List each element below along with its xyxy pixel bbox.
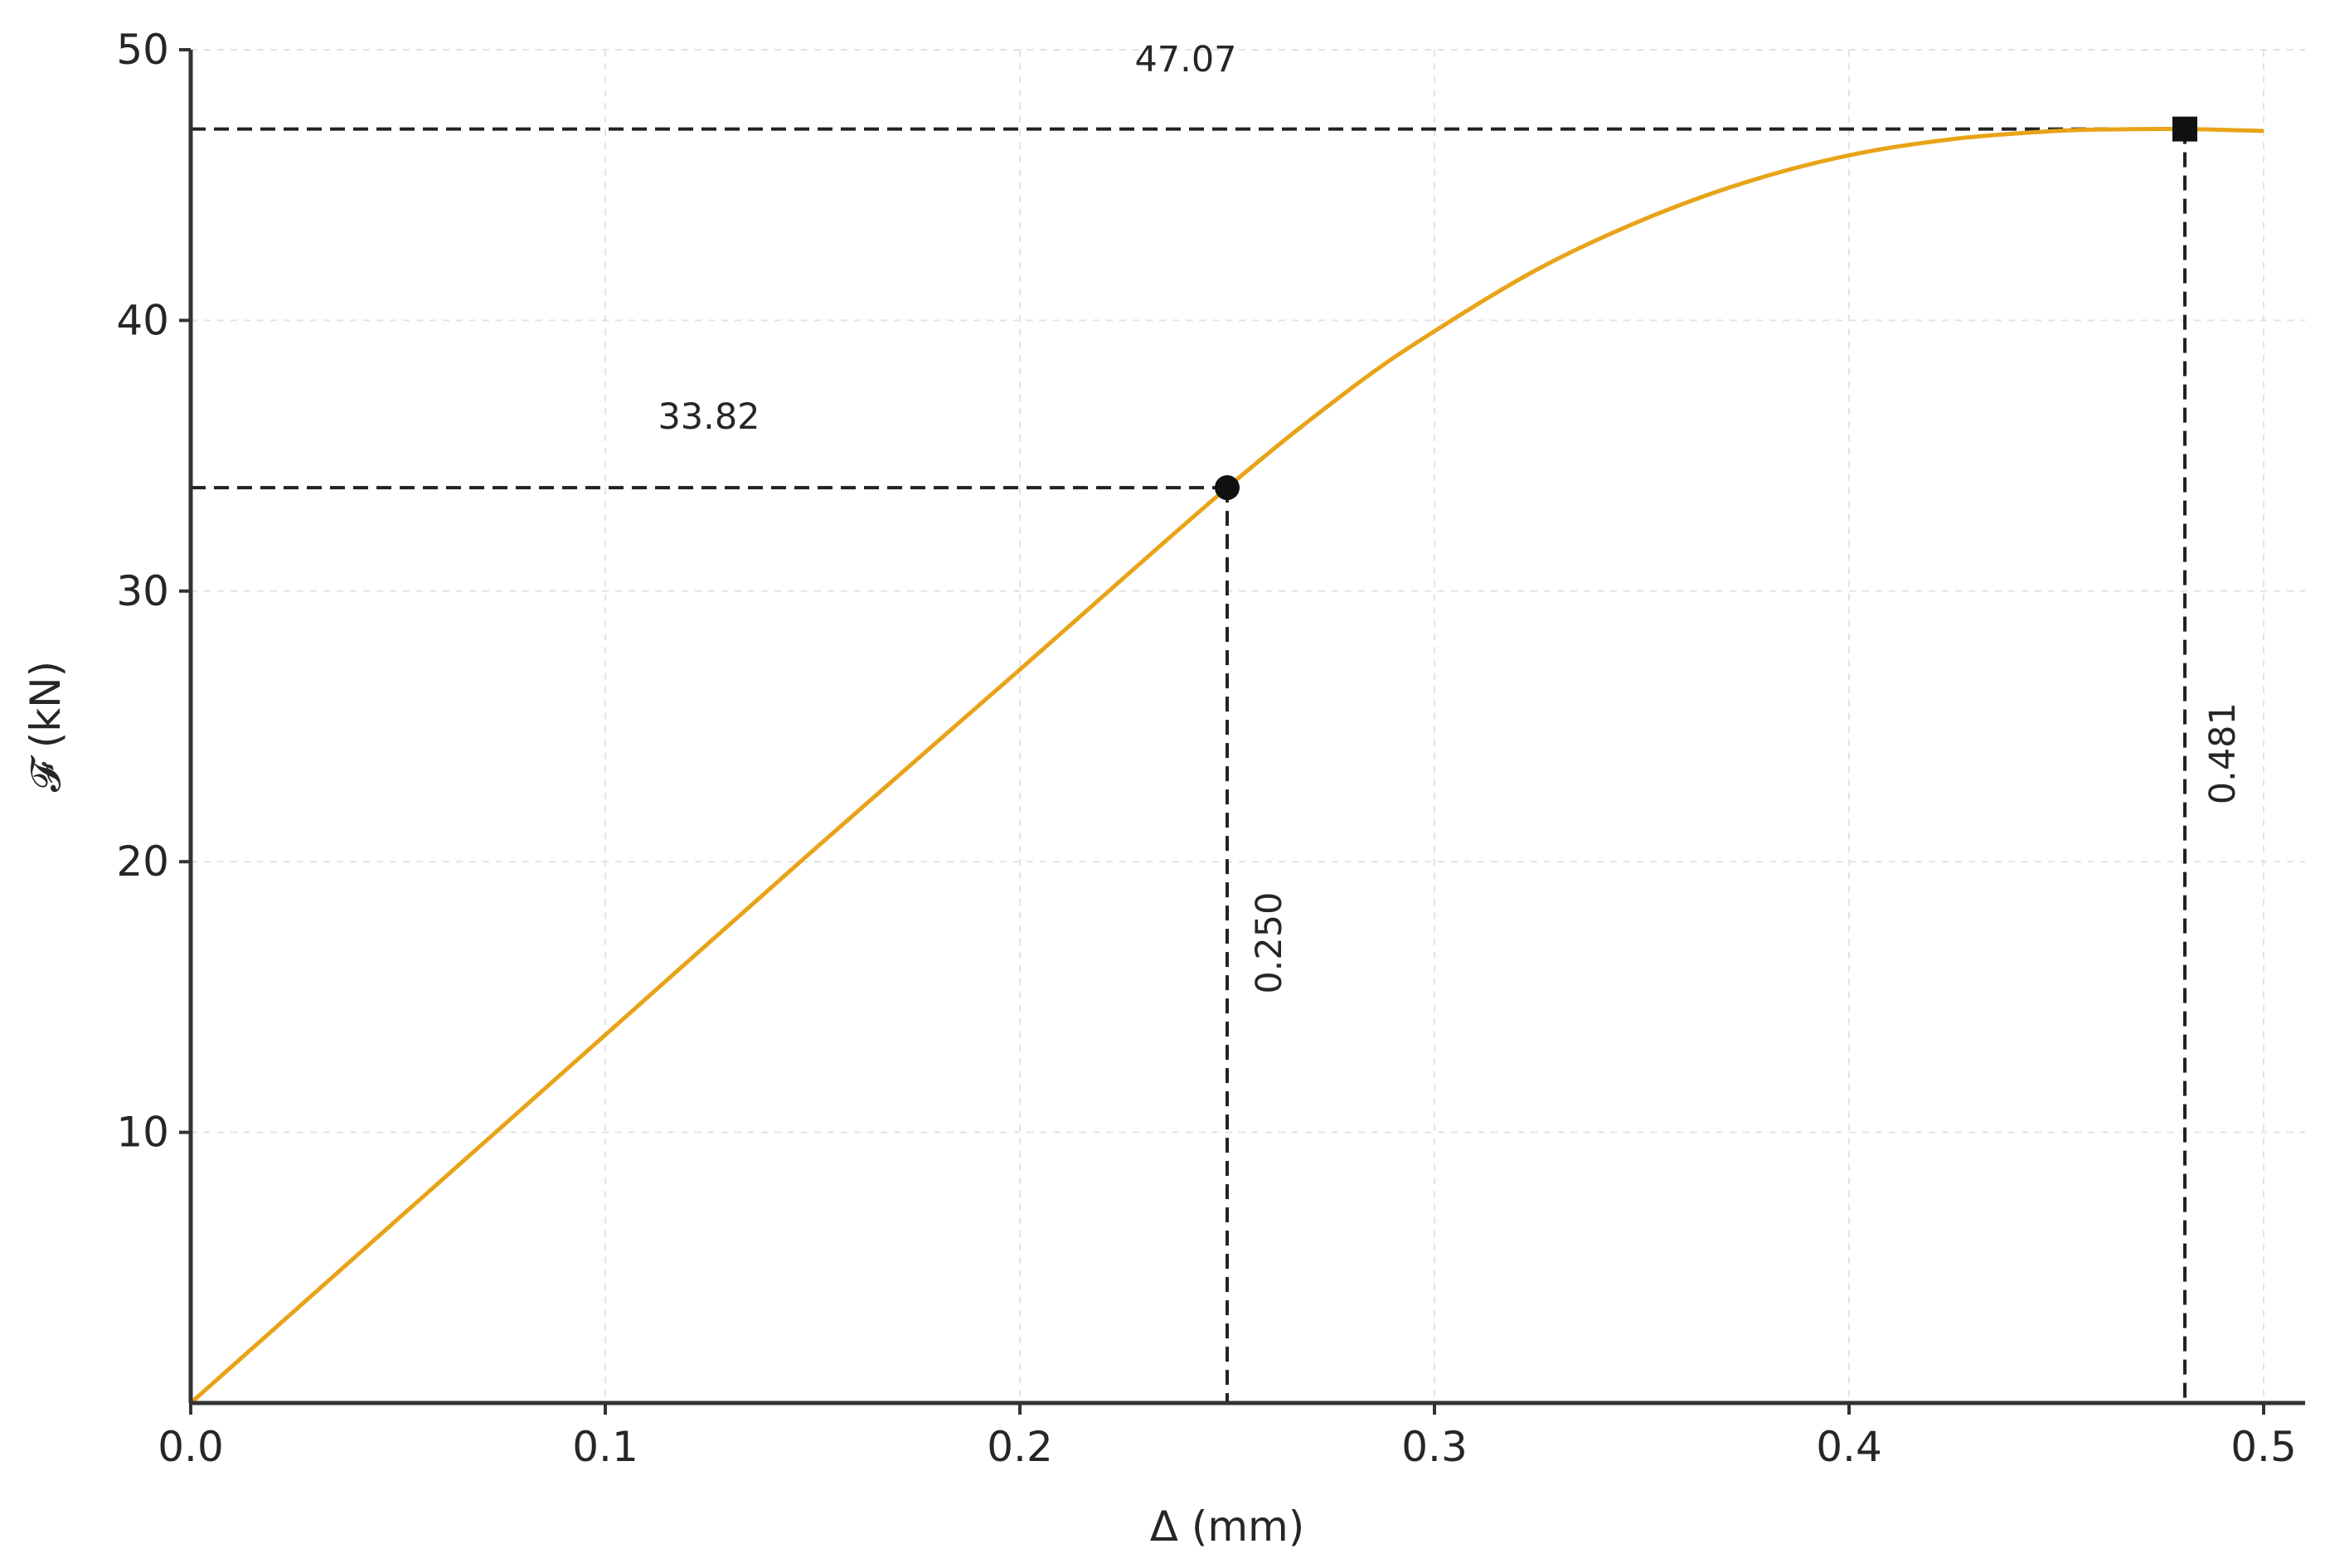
annotation-label: 47.07: [1134, 39, 1236, 80]
y-tick-label: 20: [116, 837, 169, 886]
x-tick-label: 0.2: [987, 1423, 1053, 1471]
x-tick-label: 0.4: [1816, 1423, 1882, 1471]
y-axis-title: 𝓕 (kN): [22, 661, 70, 792]
y-tick-label: 40: [116, 296, 169, 344]
x-tick-label: 0.3: [1401, 1423, 1468, 1471]
y-tick-label: 50: [116, 26, 169, 74]
x-tick-label: 0.5: [2230, 1423, 2297, 1471]
x-tick-label: 0.1: [572, 1423, 638, 1471]
x-ticks: 0.0 0.1 0.2 0.3 0.4 0.5: [158, 1403, 2297, 1471]
grid: [191, 49, 2305, 1403]
y-ticks: 10 20 30 40 50: [116, 26, 191, 1157]
y-tick-label: 10: [116, 1109, 169, 1157]
x-tick-label: 0.0: [158, 1423, 224, 1471]
series-line: [189, 126, 2264, 1405]
axes: [188, 50, 2305, 1405]
annotation-label: 0.481: [2202, 702, 2244, 804]
annotation-label: 0.250: [1249, 892, 1290, 994]
annotation-label: 33.82: [658, 396, 760, 438]
x-axis-title: Δ (mm): [1150, 1502, 1305, 1551]
guide-lines: [191, 127, 2187, 1403]
square-marker: [2172, 116, 2197, 142]
circle-marker: [1215, 475, 1240, 501]
y-tick-label: 30: [116, 567, 169, 615]
annotations: 33.82 47.07 0.250 0.481: [658, 39, 2244, 994]
markers: [1215, 116, 2197, 501]
